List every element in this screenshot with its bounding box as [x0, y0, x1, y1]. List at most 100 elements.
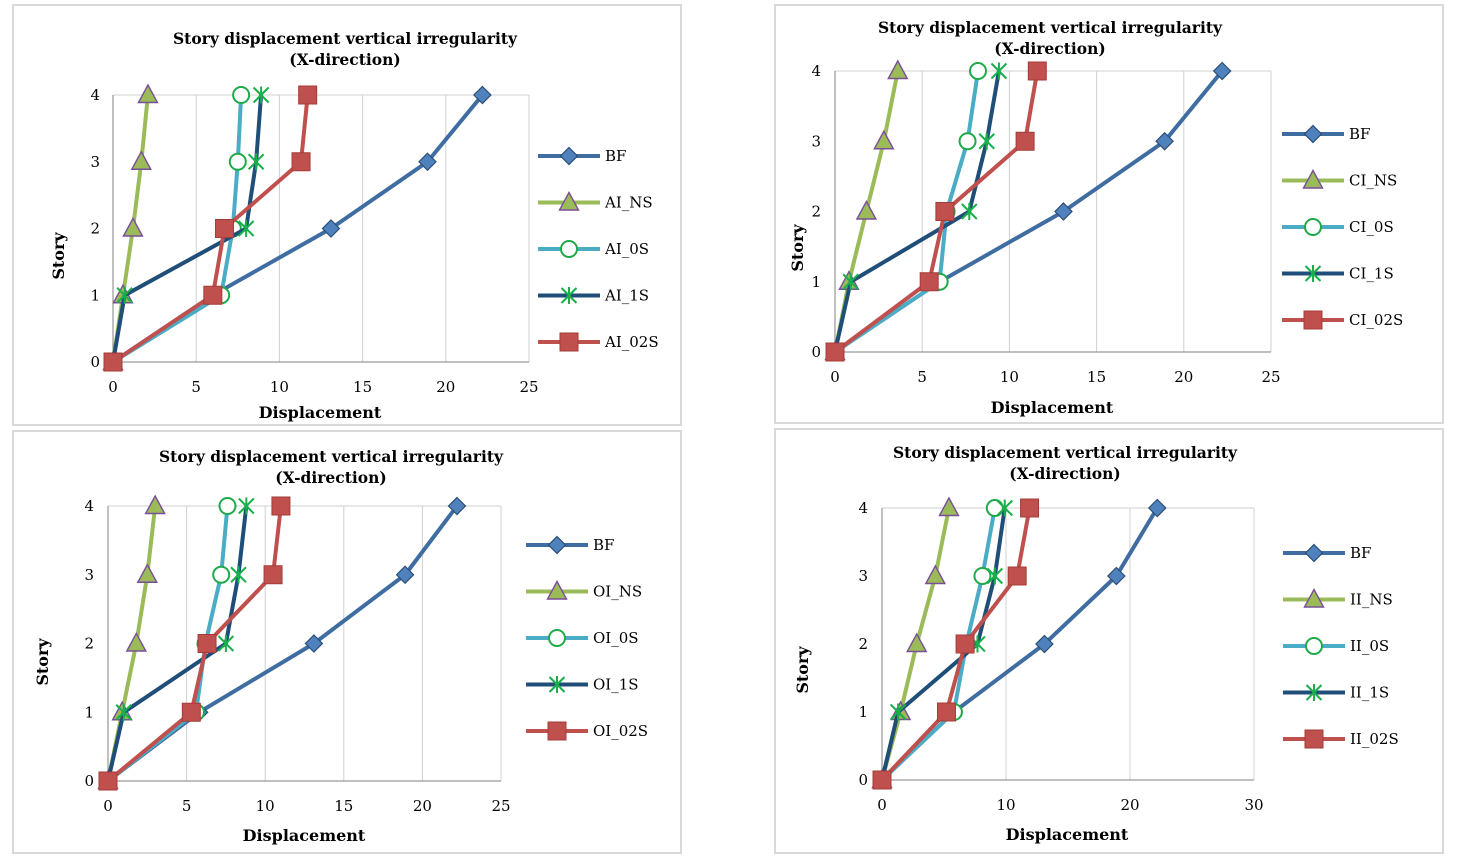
y-tick-label: 2: [858, 635, 868, 653]
legend-marker: [559, 146, 579, 166]
legend-item-BF: BF: [1283, 543, 1371, 563]
data-point-BF: [1035, 634, 1054, 654]
y-tick-label: 4: [858, 499, 868, 517]
y-tick-label: 2: [811, 203, 821, 221]
data-point-OI_NS: [144, 494, 166, 515]
x-tick-label: 5: [191, 378, 201, 396]
chart-1: 0 5 10 15 20 25 0 1 2 3 4 Story displacement vertic…: [788, 18, 1403, 417]
y-tick-label: 3: [90, 153, 100, 171]
data-point-AI_02S: [203, 285, 223, 305]
x-tick-label: 10: [1000, 368, 1019, 386]
legend-item-BF: BF: [1282, 124, 1370, 144]
data-point-CI_NS: [887, 59, 909, 80]
data-point-II_0S: [973, 567, 992, 585]
x-tick-label: 30: [1244, 796, 1263, 814]
chart-title: Story displacement vertical irregularity: [159, 447, 504, 466]
data-point-BF: [1212, 61, 1232, 81]
x-tick-label: 15: [353, 378, 372, 396]
y-tick-label: 1: [84, 703, 94, 721]
legend-marker: [1303, 124, 1323, 144]
legend-item-II_NS: II_NS: [1283, 588, 1393, 609]
data-point-AI_1S: [237, 220, 255, 237]
legend-marker: [1304, 265, 1322, 282]
y-tick-label: 3: [84, 566, 94, 584]
data-point-AI_0S: [232, 86, 251, 104]
legend-item-BF: BF: [526, 535, 614, 555]
data-point-OI_02S: [181, 702, 201, 722]
data-point-II_02S: [955, 634, 975, 654]
y-tick-label: 0: [858, 771, 868, 789]
legend-marker: [1303, 310, 1323, 330]
x-tick-label: 5: [917, 368, 927, 386]
data-point-CI_02S: [825, 342, 845, 362]
data-point-BF: [395, 565, 415, 585]
data-point-CI_1S: [990, 62, 1008, 80]
data-point-OI_1S: [230, 566, 247, 584]
x-tick-label: 10: [256, 797, 275, 815]
legend-item-CI_1S: CI_1S: [1282, 265, 1394, 283]
legend-label: AI_02S: [604, 333, 659, 351]
legend-item-CI_02S: CI_02S: [1282, 310, 1403, 330]
data-point-AI_1S: [116, 286, 133, 304]
legend-item-BF: BF: [538, 146, 626, 166]
legend-marker: [1303, 588, 1325, 608]
data-point-AI_NS: [130, 150, 152, 170]
y-tick-label: 1: [90, 286, 100, 304]
legend-label: BF: [605, 147, 626, 165]
chart-title: Story displacement vertical irregularity: [878, 18, 1223, 37]
legend-label: AI_0S: [604, 240, 649, 258]
x-tick-label: 10: [270, 378, 289, 396]
data-point-AI_02S: [214, 219, 234, 238]
x-axis-label: Displacement: [259, 403, 382, 422]
data-point-II_1S: [889, 703, 907, 721]
data-point-II_NS: [924, 564, 946, 585]
chart-subtitle: (X-direction): [994, 39, 1105, 58]
x-tick-label: 20: [436, 378, 455, 396]
legend-marker: [1305, 684, 1323, 701]
data-point-CI_NS: [873, 129, 895, 150]
data-point-CI_02S: [935, 202, 955, 221]
data-point-II_NS: [938, 496, 960, 517]
x-tick-label: 5: [182, 797, 192, 815]
y-tick-label: 2: [84, 635, 94, 653]
data-point-AI_1S: [252, 86, 270, 104]
legend-marker: [1304, 543, 1324, 563]
legend-label: II_NS: [1350, 591, 1393, 609]
chart-2: 0 5 10 15 20 25 0 1 2 3 4 Story displacement vertic…: [33, 447, 648, 845]
legend-label: BF: [1349, 125, 1370, 143]
legend-marker: [558, 191, 580, 211]
data-point-OI_02S: [98, 771, 118, 791]
y-tick-label: 4: [90, 86, 100, 104]
y-tick-label: 1: [858, 703, 868, 721]
chart-title: Story displacement vertical irregularity: [893, 443, 1238, 462]
x-tick-label: 0: [877, 796, 887, 814]
legend-item-CI_0S: CI_0S: [1282, 218, 1394, 236]
x-tick-label: 25: [1261, 368, 1280, 386]
data-point-OI_02S: [263, 565, 283, 585]
y-tick-label: 4: [84, 497, 94, 515]
legend-marker: [1302, 169, 1324, 189]
legend-marker: [547, 721, 567, 741]
x-tick-label: 0: [830, 368, 840, 386]
legend-label: AI_1S: [604, 287, 649, 305]
data-point-AI_1S: [247, 153, 265, 171]
legend-marker: [546, 580, 568, 600]
legend-marker: [1305, 637, 1323, 655]
legend-label: CI_0S: [1349, 218, 1394, 236]
legend-marker: [547, 535, 567, 555]
legend-marker: [560, 287, 578, 304]
legend-item-AI_NS: AI_NS: [538, 191, 653, 212]
series-line-CI_0S: [833, 70, 980, 354]
chart-3: 0 10 20 30 0 1 2 3 4 Story displacement vertical …: [793, 443, 1399, 844]
series-line-CI_1S: [833, 70, 1001, 353]
chart-subtitle: (X-direction): [289, 50, 400, 69]
data-point-AI_NS: [137, 83, 159, 104]
data-point-BF: [1054, 202, 1073, 221]
series-line-BF: [111, 93, 484, 364]
data-point-II_02S: [1007, 566, 1027, 586]
data-point-OI_NS: [125, 632, 147, 652]
legend-label: OI_1S: [593, 676, 639, 694]
legend-marker: [548, 676, 566, 693]
y-tick-label: 0: [90, 353, 100, 371]
